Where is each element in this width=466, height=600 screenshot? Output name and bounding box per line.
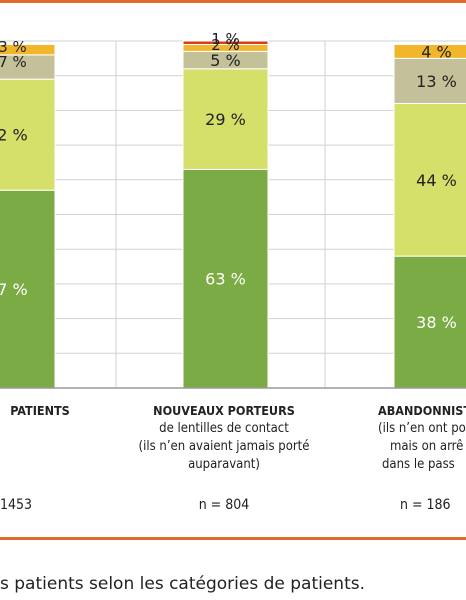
bar-segment-0-1 xyxy=(0,78,56,191)
value-label-1-4: 1 % xyxy=(211,30,240,48)
sample-size-2: n = 186 xyxy=(400,497,451,513)
category-sub-1-2: auparavant) xyxy=(188,457,260,472)
top-rule xyxy=(0,0,466,3)
bar-segment-1-4 xyxy=(182,40,269,45)
category-label-1: NOUVEAUX PORTEURS de lentilles de contac… xyxy=(124,402,324,474)
bar-segment-0-0 xyxy=(0,189,56,389)
value-label-2-2: 13 % xyxy=(416,72,457,91)
figure-caption: s patients selon les catégories de patie… xyxy=(0,574,366,594)
bar-segment-0-3 xyxy=(0,43,56,56)
value-label-0-0: 7 % xyxy=(0,280,28,299)
category-title-1: NOUVEAUX PORTEURS xyxy=(153,403,295,418)
value-label-0-1: 2 % xyxy=(0,126,28,145)
sample-size-1: n = 804 xyxy=(198,497,250,513)
category-label-2: ABANDONNIST (ils n’en ont po mais on arr… xyxy=(378,402,466,474)
value-label-0-3: 3 % xyxy=(0,38,27,56)
category-title-0: PATIENTS xyxy=(10,403,70,418)
value-label-1-1: 29 % xyxy=(205,110,246,129)
sample-size-0: 1453 xyxy=(0,497,33,513)
category-label-0: PATIENTS xyxy=(0,402,120,420)
value-label-2-1: 44 % xyxy=(416,171,457,190)
bottom-rule xyxy=(0,537,466,540)
category-sub-2-2: dans le pass xyxy=(382,457,455,472)
value-label-1-2: 5 % xyxy=(210,51,240,70)
value-label-2-0: 38 % xyxy=(416,313,457,332)
category-sub-2-1: mais on arrê xyxy=(390,439,464,454)
bar-segment-2-3 xyxy=(393,43,466,59)
category-sub-2-0: (ils n’en ont po xyxy=(378,421,466,436)
value-label-1-3: 2 % xyxy=(211,36,240,54)
bars xyxy=(0,40,466,389)
category-sub-1-1: (ils n’en avaient jamais porté xyxy=(138,439,310,454)
value-label-2-3: 4 % xyxy=(421,42,451,61)
bar-segment-2-0 xyxy=(393,255,466,389)
stacked-bar-chart: 7 %2 %7 %3 %63 %29 %5 %2 %1 %38 %44 %13 … xyxy=(0,30,466,389)
category-sub-1-0: de lentilles de contact xyxy=(159,421,289,436)
bar-segment-0-2 xyxy=(0,54,56,80)
category-title-2: ABANDONNIST xyxy=(378,403,466,418)
bar-segment-1-0 xyxy=(182,168,269,389)
value-label-0-2: 7 % xyxy=(0,53,27,71)
bar-segment-1-1 xyxy=(182,68,269,170)
bar-segment-2-1 xyxy=(393,102,466,257)
value-labels: 7 %2 %7 %3 %63 %29 %5 %2 %1 %38 %44 %13 … xyxy=(0,30,457,332)
value-label-1-0: 63 % xyxy=(205,270,246,289)
